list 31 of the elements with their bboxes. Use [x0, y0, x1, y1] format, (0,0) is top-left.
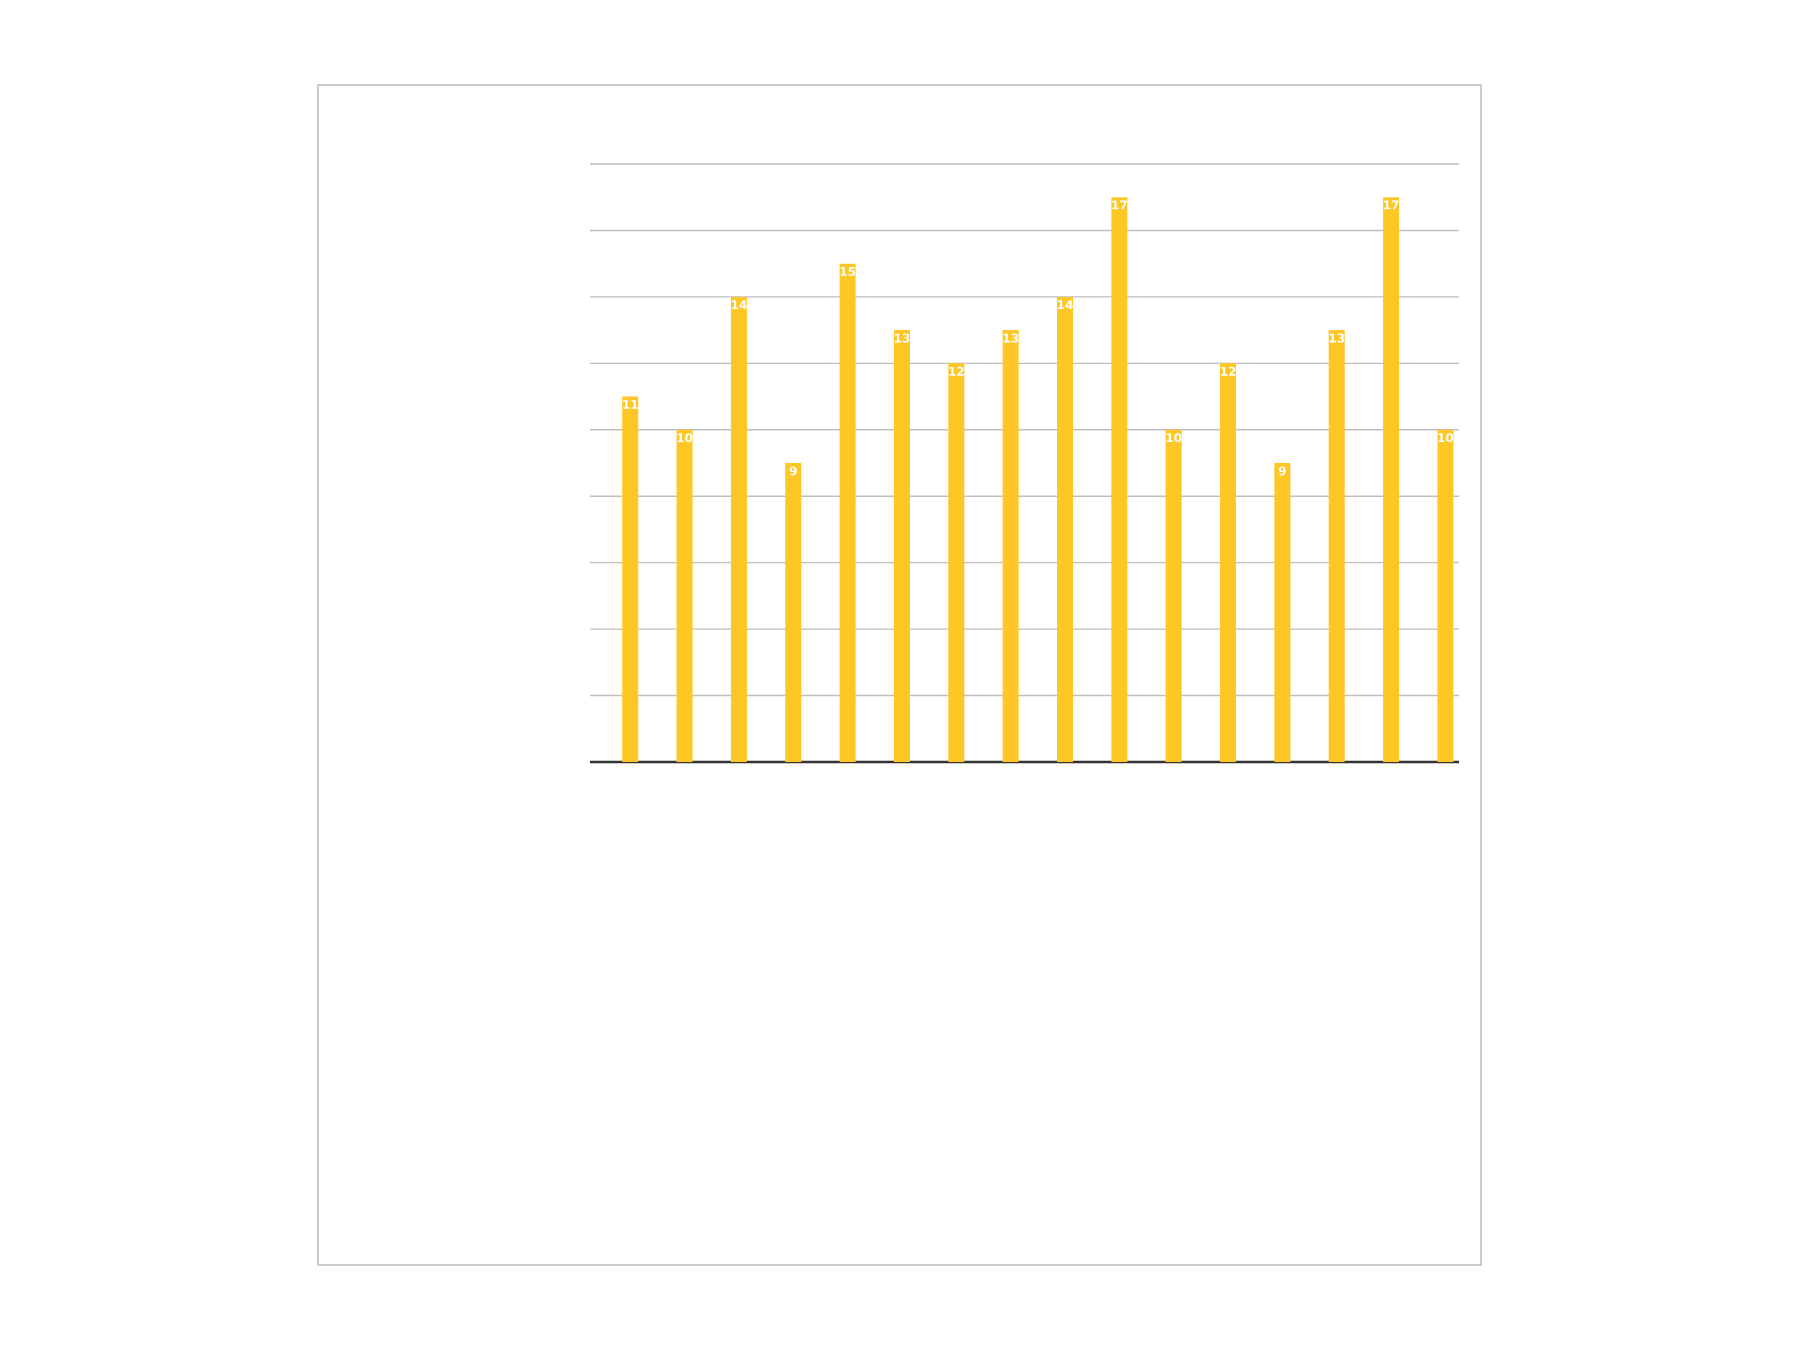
bar — [948, 363, 965, 762]
bar — [1056, 296, 1073, 762]
data-label: 10 — [677, 433, 693, 443]
bar — [1111, 197, 1128, 762]
data-label: 17 — [1112, 200, 1127, 210]
data-label: 13 — [1329, 333, 1345, 343]
bar — [893, 330, 910, 762]
data-label: 13 — [894, 333, 910, 343]
bar — [839, 263, 856, 762]
data-label: 10 — [1166, 433, 1182, 443]
bar — [676, 429, 693, 762]
data-label: 11 — [623, 399, 638, 409]
data-label: 14 — [1058, 300, 1073, 310]
bar — [1165, 429, 1182, 762]
bar — [1328, 330, 1345, 762]
bar — [785, 462, 802, 762]
data-label: 14 — [731, 300, 747, 310]
bar — [1383, 197, 1400, 762]
bar — [1274, 462, 1291, 762]
data-label: 9 — [789, 466, 797, 476]
data-label: 9 — [1278, 466, 1286, 476]
data-label: 12 — [949, 366, 964, 376]
data-label: 17 — [1384, 200, 1399, 210]
data-label: 15 — [840, 267, 856, 276]
bar — [730, 296, 747, 762]
bar — [622, 396, 639, 762]
bar — [1437, 429, 1454, 762]
data-label: 13 — [1003, 333, 1019, 343]
bar — [1002, 330, 1019, 762]
data-label: 12 — [1221, 366, 1236, 376]
bar — [1220, 363, 1237, 762]
